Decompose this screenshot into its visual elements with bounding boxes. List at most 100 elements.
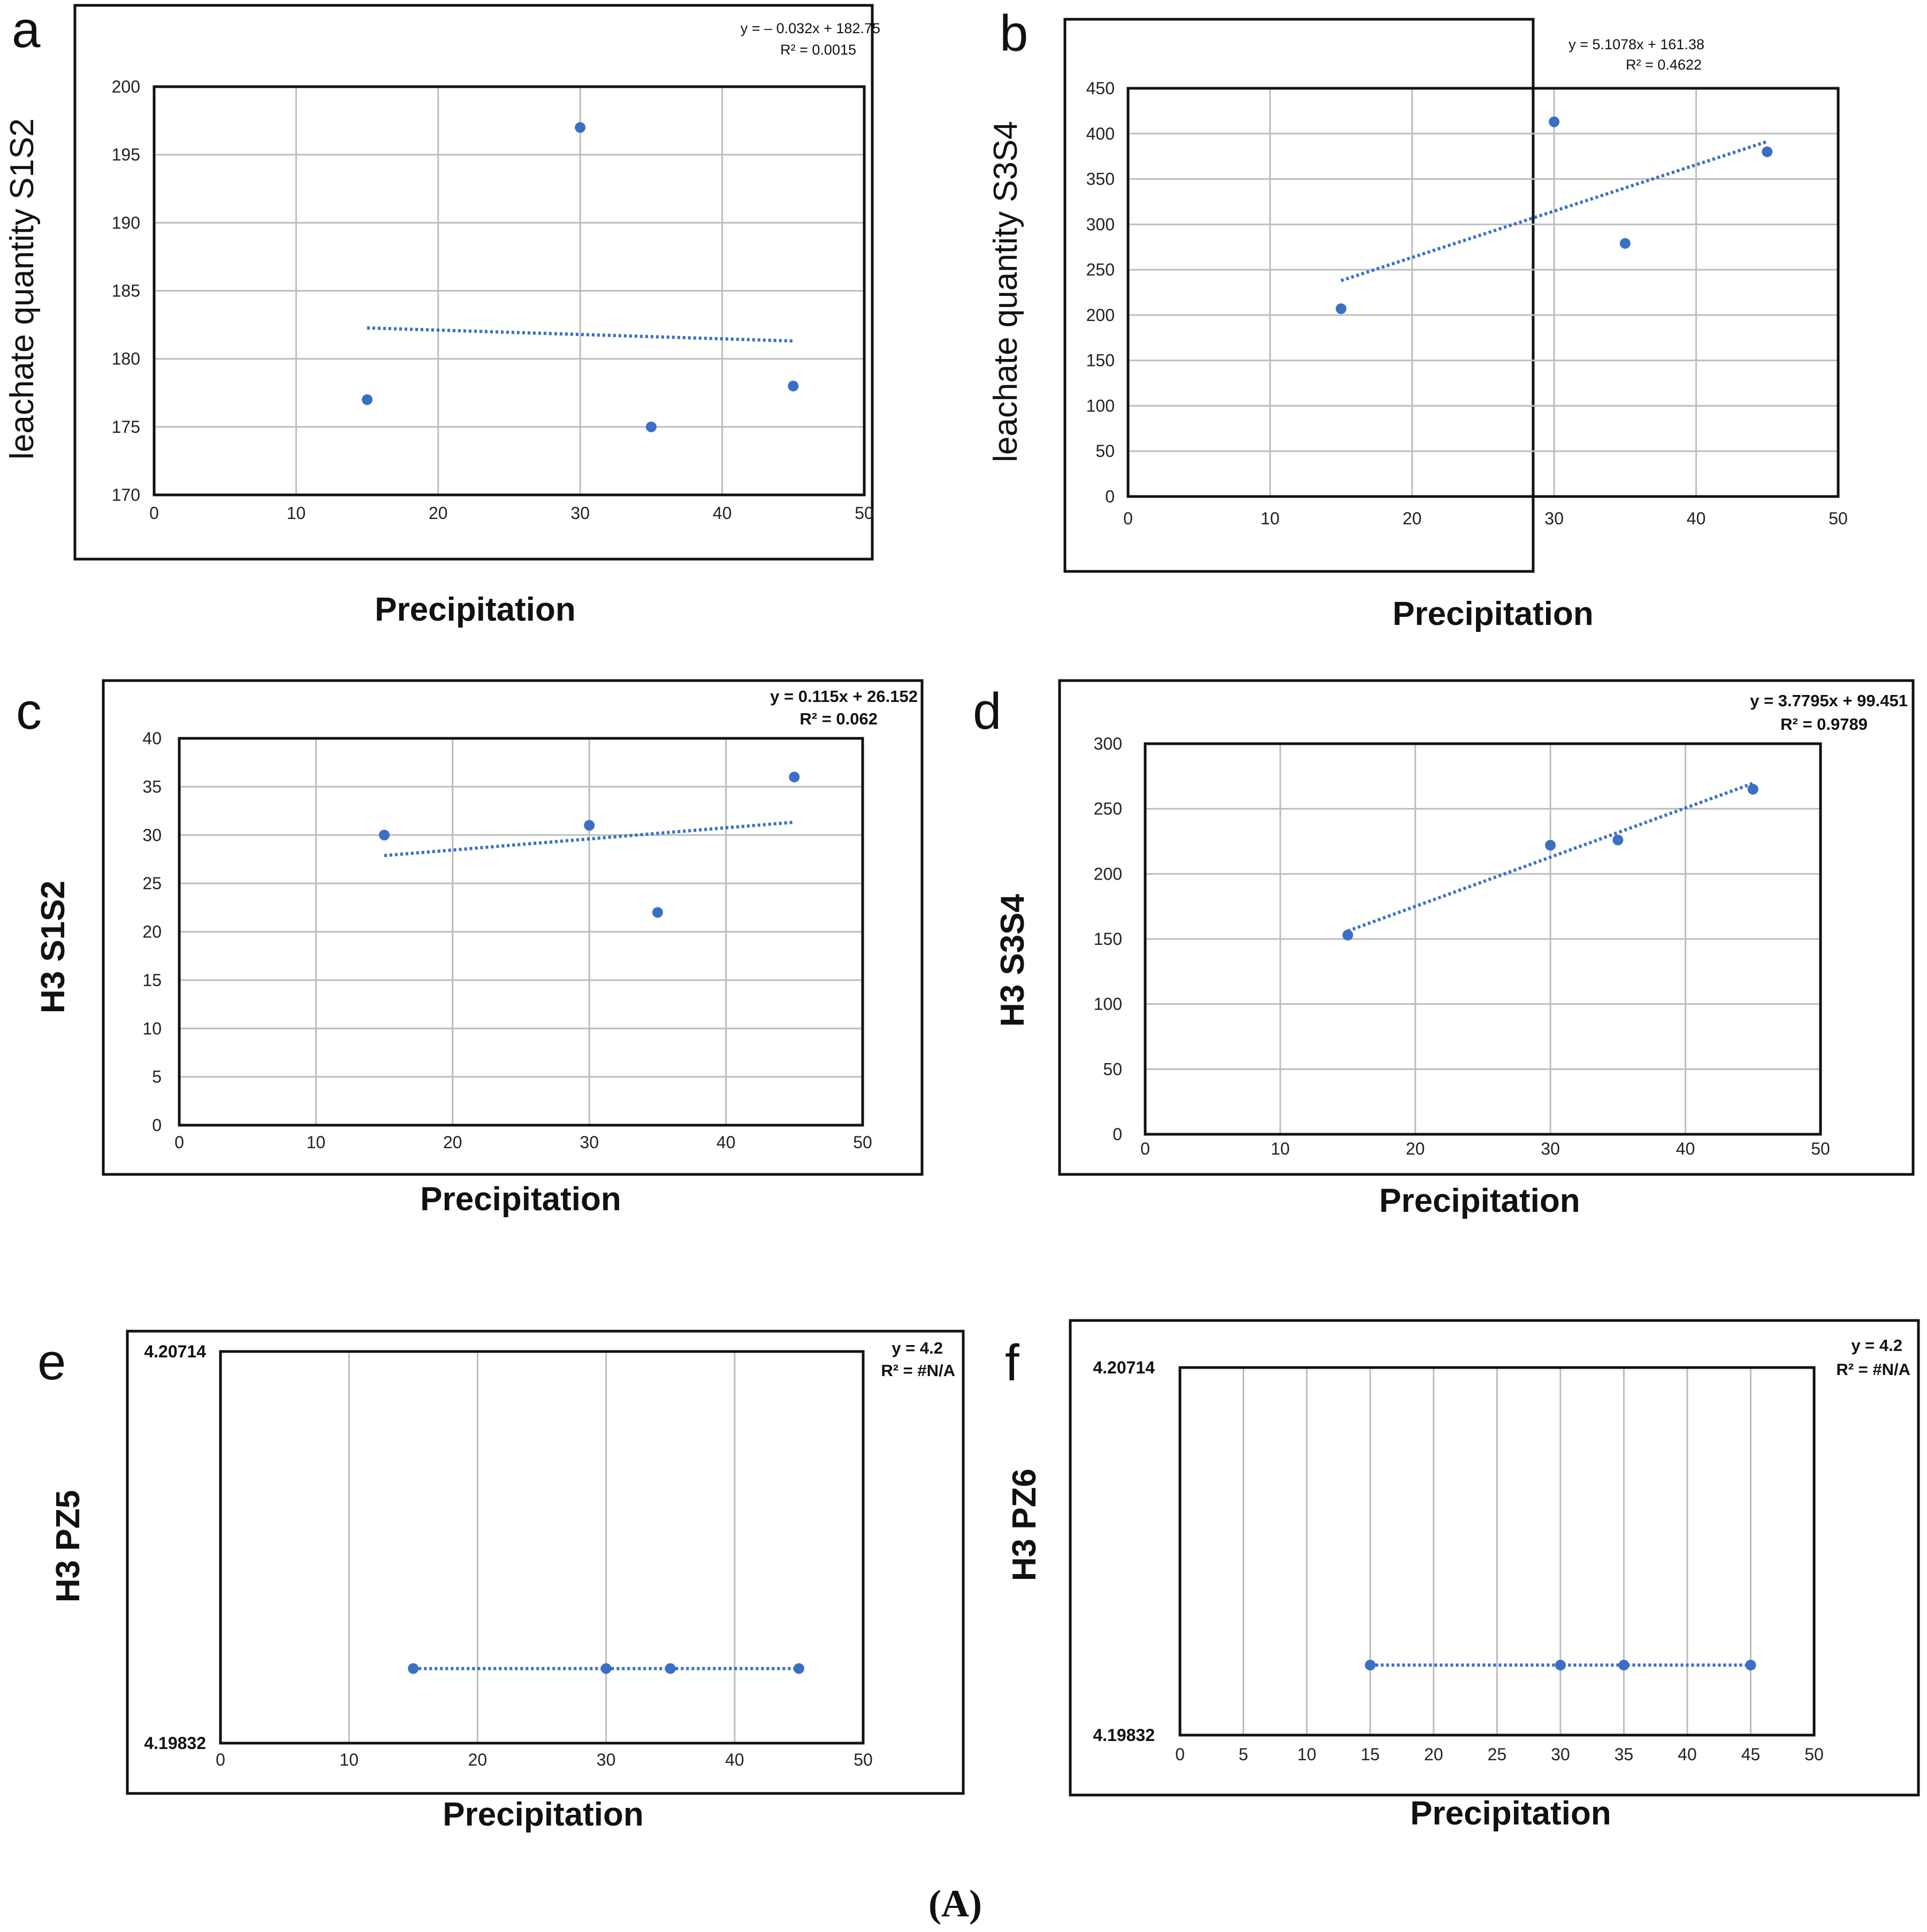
chart-panel-a: 0 10 20 30 40 50 170 175 180 185 190 195 200 y = – 0.… — [4, 1, 880, 628]
x-tick-label: 10 — [287, 503, 306, 523]
y-tick-label: 20 — [142, 922, 162, 942]
r-squared-label: R² = 0.4622 — [1626, 57, 1702, 73]
y-tick-label: 0 — [1113, 1125, 1122, 1144]
panel-letter: f — [1005, 1334, 1019, 1392]
x-tick-label: 15 — [1361, 1745, 1380, 1764]
data-point — [1762, 146, 1773, 157]
data-point — [362, 394, 373, 405]
y-tick-label: 200 — [112, 77, 140, 96]
data-point — [1745, 1660, 1756, 1671]
y-tick-label: 25 — [142, 874, 162, 893]
x-tick-label: 10 — [1297, 1745, 1316, 1764]
plot-area — [1126, 87, 1840, 498]
y-tick-label: 50 — [1103, 1059, 1122, 1079]
panel-letter: e — [37, 1333, 66, 1391]
y-tick-label: 175 — [112, 417, 140, 437]
data-point — [575, 122, 586, 133]
y-tick-label: 0 — [152, 1116, 162, 1135]
chart-frame — [126, 1330, 965, 1795]
data-point — [665, 1663, 676, 1674]
x-axis-label: Precipitation — [420, 1181, 621, 1218]
y-tick-label: 300 — [1086, 215, 1115, 234]
x-axis-label: Precipitation — [1392, 595, 1594, 632]
y-tick-label: 350 — [1086, 170, 1115, 189]
data-point — [788, 380, 799, 392]
y-tick-label: 450 — [1086, 79, 1115, 98]
data-point — [1619, 238, 1631, 249]
y-tick-label: 200 — [1086, 306, 1115, 325]
x-axis-label: Precipitation — [443, 1796, 644, 1833]
x-tick-label: 40 — [713, 503, 732, 523]
x-tick-label: 0 — [149, 503, 159, 523]
y-tick-label: 4.20714 — [1093, 1358, 1155, 1377]
x-tick-label: 40 — [1678, 1745, 1697, 1764]
x-tick-label: 0 — [1175, 1745, 1185, 1764]
data-point — [1342, 929, 1353, 941]
trendline-equation: y = 3.7795x + 99.451 — [1750, 691, 1908, 710]
y-tick-label: 250 — [1094, 799, 1122, 819]
r-squared-label: R² = #N/A — [1836, 1360, 1910, 1379]
r-squared-label: R² = 0.0015 — [780, 42, 856, 58]
x-tick-label: 30 — [580, 1133, 599, 1152]
x-tick-label: 0 — [1123, 509, 1133, 528]
y-tick-label: 180 — [112, 349, 140, 369]
y-tick-label: 100 — [1094, 995, 1122, 1014]
y-tick-label: 35 — [142, 777, 162, 796]
y-axis-label: H3 PZ6 — [1006, 1469, 1043, 1581]
trendline-equation: y = 4.2 — [892, 1339, 943, 1357]
x-tick-label: 50 — [1811, 1139, 1830, 1158]
x-tick-label: 35 — [1614, 1745, 1634, 1764]
x-tick-label: 0 — [174, 1133, 184, 1152]
chart-frame — [102, 679, 924, 1176]
x-tick-label: 40 — [717, 1133, 736, 1152]
y-axis-label: H3 S3S4 — [994, 894, 1031, 1027]
y-tick-label: 0 — [1105, 487, 1115, 506]
y-tick-label: 400 — [1086, 124, 1115, 143]
r-squared-label: R² = 0.9789 — [1780, 715, 1868, 734]
chart-frame — [1058, 679, 1915, 1176]
y-tick-label: 150 — [1094, 929, 1122, 949]
x-tick-label: 20 — [1403, 509, 1422, 528]
data-point — [645, 421, 657, 432]
trendline — [384, 820, 795, 858]
data-point — [1365, 1660, 1376, 1671]
plot-area — [1144, 742, 1822, 1136]
trendline — [1347, 782, 1754, 933]
chart-frame — [1063, 18, 1535, 573]
x-tick-label: 50 — [1829, 509, 1848, 528]
data-point — [1336, 303, 1347, 315]
y-axis-label: H3 PZ5 — [50, 1490, 87, 1602]
chart-panel-f: 0 5 10 15 20 25 30 35 40 45 50 4.19832 4.20714 y = 4.… — [1005, 1319, 1920, 1832]
data-point — [1618, 1660, 1629, 1671]
y-axis-label: leachate quantity S1S2 — [4, 118, 41, 460]
plot-area — [178, 737, 864, 1127]
y-tick-label: 185 — [112, 281, 140, 301]
data-point — [379, 829, 390, 841]
chart-panel-c: 0 10 20 30 40 50 0 5 10 15 20 25 30 35 40 y = 0.115x + … — [16, 679, 924, 1218]
chart-panel-d: 0 10 20 30 40 50 0 50 100 150 200 250 300 y = 3.7795x… — [973, 679, 1915, 1219]
data-point — [789, 772, 800, 783]
y-tick-label: 300 — [1094, 734, 1122, 753]
y-tick-label: 170 — [112, 485, 140, 505]
x-tick-label: 30 — [1541, 1139, 1560, 1158]
plot-area — [219, 1350, 865, 1745]
plot-area — [153, 85, 866, 497]
y-axis-label: leachate quantity S3S4 — [987, 121, 1024, 462]
x-tick-label: 10 — [1261, 509, 1280, 528]
y-tick-label: 50 — [1095, 441, 1115, 461]
x-tick-label: 30 — [1544, 509, 1564, 528]
y-tick-label: 190 — [112, 213, 140, 232]
x-tick-label: 20 — [1406, 1139, 1425, 1158]
y-tick-label: 150 — [1086, 351, 1115, 370]
data-point — [600, 1663, 612, 1674]
x-tick-label: 20 — [429, 503, 448, 523]
x-tick-label: 40 — [1687, 509, 1706, 528]
panel-letter: d — [973, 683, 1001, 740]
y-tick-label: 4.20714 — [144, 1342, 206, 1361]
data-point — [1612, 835, 1624, 846]
x-tick-label: 10 — [307, 1133, 326, 1152]
x-tick-label: 45 — [1741, 1745, 1761, 1764]
x-tick-label: 40 — [725, 1750, 744, 1769]
panel-letter: b — [1000, 5, 1028, 62]
